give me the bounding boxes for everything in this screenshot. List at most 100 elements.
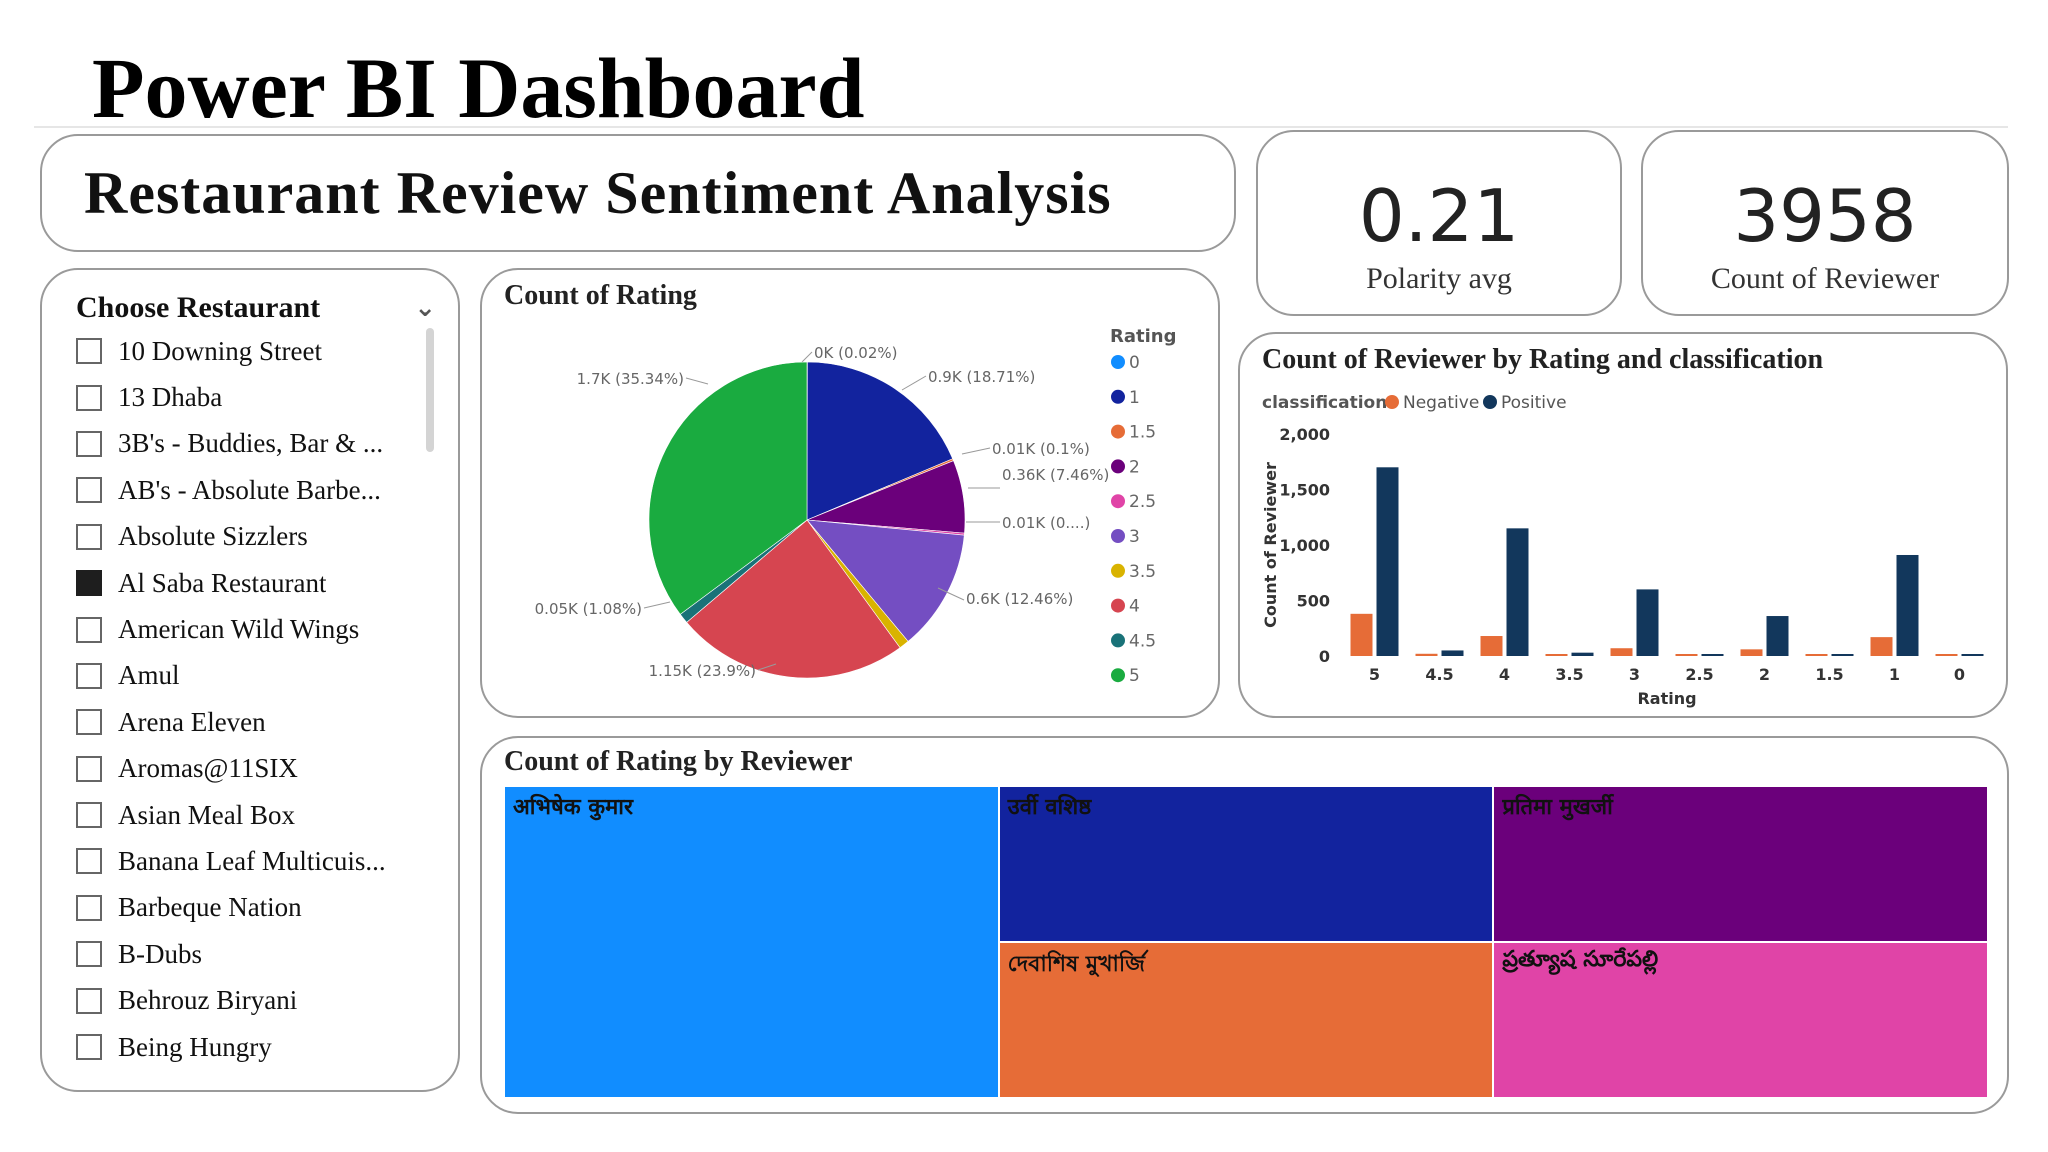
treemap-tile[interactable]: उर्वी वशिष्ठ [998,786,1494,942]
slicer-checkbox[interactable] [76,616,102,643]
bar-positive-1[interactable] [1896,554,1919,656]
slicer-checkbox[interactable] [76,941,102,968]
treemap-tile[interactable]: দেবাশিষ মুখার্জি [998,942,1494,1098]
bar-positive-0[interactable] [1961,654,1984,656]
bar-legend-label[interactable]: Negative [1403,393,1479,413]
slicer-checkbox[interactable] [76,384,102,411]
pie-slice-4[interactable] [686,519,901,679]
rating-classification-bar-card: Count of Reviewer by Rating and classifi… [1238,332,2008,718]
x-tick-label: 4 [1499,665,1510,684]
legend-marker[interactable] [1111,424,1125,439]
treemap-tile[interactable]: अभिषेक कुमार [504,786,999,1098]
pie-legend-label[interactable]: 1.5 [1129,423,1156,443]
pie-legend-label[interactable]: 0 [1129,353,1140,373]
slicer-checkbox[interactable] [76,987,102,1014]
bar-negative-3-5[interactable] [1545,654,1568,656]
bar-negative-4[interactable] [1480,636,1503,656]
legend-marker[interactable] [1111,459,1125,474]
bar-legend-label[interactable]: Positive [1501,393,1567,413]
legend-marker[interactable] [1111,598,1125,613]
chevron-down-icon[interactable]: ⌄ [414,293,436,323]
slicer-item[interactable]: B-Dubs [76,931,436,977]
pie-leader-line [757,663,777,671]
slicer-scrollbar[interactable] [426,328,434,452]
slicer-checkbox[interactable] [76,894,102,921]
bar-negative-2-5[interactable] [1675,654,1698,656]
slicer-checkbox[interactable] [76,755,102,782]
bar-positive-2-5[interactable] [1701,654,1724,656]
slicer-checkbox[interactable] [76,430,102,457]
pie-data-label: 0.05K (1.08%) [535,600,642,618]
pie-slice-1[interactable] [806,361,954,521]
slicer-item[interactable]: 10 Downing Street [76,328,436,374]
pie-slice-5[interactable] [648,361,808,615]
bar-positive-3-5[interactable] [1571,652,1594,656]
slicer-item[interactable]: Banana Leaf Multicuis... [76,838,436,884]
bar-positive-1-5[interactable] [1831,654,1854,656]
legend-marker[interactable] [1385,395,1399,409]
pie-legend-label[interactable]: 2 [1129,457,1140,477]
legend-marker[interactable] [1483,395,1497,409]
slicer-item[interactable]: Absolute Sizzlers [76,514,436,560]
treemap-tile[interactable]: ప్రత్యూష సూరేపల్లి [1493,942,1988,1098]
slicer-header[interactable]: Choose Restaurant ⌄ [76,288,436,328]
bar-negative-4-5[interactable] [1415,653,1438,656]
slicer-item[interactable]: Being Hungry [76,1024,436,1070]
bar-negative-5[interactable] [1350,613,1373,656]
legend-marker[interactable] [1111,563,1125,578]
slicer-item[interactable]: Barbeque Nation [76,885,436,931]
legend-marker[interactable] [1111,389,1125,404]
legend-marker[interactable] [1111,355,1125,369]
x-tick-label: 2 [1759,665,1770,684]
polarity-kpi-card[interactable]: 0.21 Polarity avg [1256,130,1622,316]
bar-positive-4-5[interactable] [1441,650,1464,656]
slicer-checkbox[interactable] [76,570,102,597]
bar-negative-3[interactable] [1610,648,1633,656]
x-tick-label: 3.5 [1555,665,1583,684]
slicer-checkbox[interactable] [76,477,102,504]
slicer-checkbox[interactable] [76,1034,102,1061]
bar-positive-2[interactable] [1766,616,1789,656]
slicer-checkbox[interactable] [76,848,102,875]
slicer-checkbox[interactable] [76,802,102,829]
reviewer-count-kpi-card[interactable]: 3958 Count of Reviewer [1641,130,2009,316]
slicer-item[interactable]: Behrouz Biryani [76,977,436,1023]
pie-legend-label[interactable]: 4 [1129,597,1140,617]
slicer-item[interactable]: 13 Dhaba [76,374,436,420]
slicer-item[interactable]: Amul [76,653,436,699]
slicer-item-label: Being Hungry [118,1031,272,1062]
slicer-checkbox[interactable] [76,338,102,365]
bar-positive-4[interactable] [1506,528,1529,656]
pie-legend-label[interactable]: 5 [1129,666,1140,686]
slicer-checkbox[interactable] [76,523,102,550]
pie-legend-label[interactable]: 2.5 [1129,492,1156,512]
pie-leader-line [901,375,927,391]
slicer-item[interactable]: Aromas@11SIX [76,746,436,792]
slicer-item[interactable]: 3B's - Buddies, Bar & ... [76,421,436,467]
slicer-item[interactable]: Al Saba Restaurant [76,560,436,606]
legend-marker[interactable] [1111,494,1125,509]
slicer-item[interactable]: American Wild Wings [76,606,436,652]
treemap-tile[interactable]: प्रतिमा मुखर्जी [1493,786,1988,942]
pie-legend-label[interactable]: 3.5 [1129,562,1156,582]
slicer-item[interactable]: AB's - Absolute Barbe... [76,467,436,513]
legend-marker[interactable] [1111,668,1125,683]
bar-negative-2[interactable] [1740,649,1763,656]
slicer-item[interactable]: Arena Eleven [76,699,436,745]
bar-negative-0[interactable] [1935,654,1958,656]
bar-positive-5[interactable] [1376,467,1399,656]
pie-legend-label[interactable]: 3 [1129,527,1140,547]
pie-data-label: 0.9K (18.71%) [928,368,1035,386]
bar-negative-1[interactable] [1870,637,1893,656]
slicer-checkbox[interactable] [76,662,102,689]
pie-legend-label[interactable]: 1 [1129,388,1140,408]
pie-legend-label[interactable]: 4.5 [1129,631,1156,651]
legend-marker[interactable] [1111,529,1125,543]
bar-positive-3[interactable] [1636,589,1659,656]
legend-marker[interactable] [1111,633,1125,648]
slicer-checkbox[interactable] [76,709,102,736]
slicer-item[interactable]: Asian Meal Box [76,792,436,838]
bar-negative-1-5[interactable] [1805,654,1828,656]
pie-data-label: 0K (0.02%) [814,344,898,362]
pie-slice-3[interactable] [806,519,965,642]
